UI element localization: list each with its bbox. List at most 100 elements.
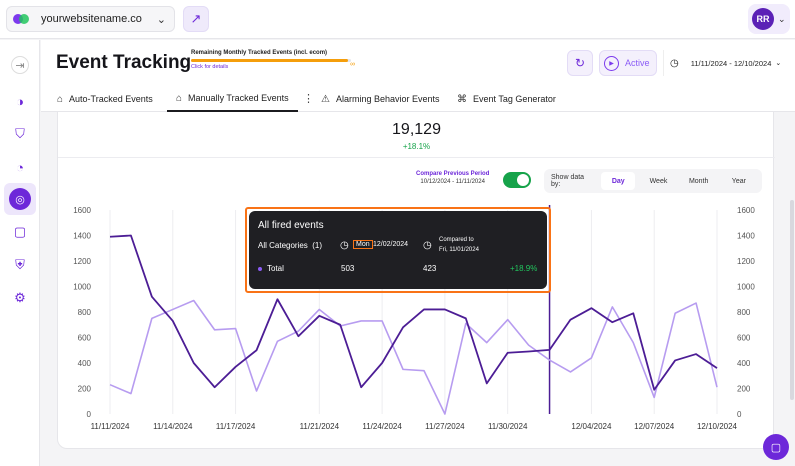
y-tick-label-left: 1400 [73,232,91,241]
tooltip-compared-label: Compared to [439,237,474,243]
bag-icon: ⛉ [15,126,25,141]
gear-icon: ⚙ [14,290,26,305]
clock-icon: ◷ [340,240,349,251]
tooltip-date: 12/02/2024 [373,241,409,248]
active-status-button[interactable]: ▶ Active [599,50,657,76]
site-logo-icon [13,13,33,25]
tab-label: Auto-Tracked Events [69,94,153,104]
more-options-icon[interactable]: ⋮ [303,93,314,105]
show-data-label: Show data by: [551,174,585,188]
y-tick-label-right: 1200 [737,257,755,266]
y-tick-label-right: 1400 [737,232,755,241]
quota-value: ∞ [350,61,355,68]
divider [58,157,775,158]
collapse-icon: ⇥ [15,59,25,72]
y-tick-label-left: 1600 [73,206,91,215]
sidebar-item-dashboard[interactable]: ◑ [6,87,34,115]
total-events-change: +18.1% [402,142,431,151]
avatar: RR [752,8,774,30]
quota-progress-bar [191,59,351,62]
quota-details-link[interactable]: Click for details [191,64,229,70]
tooltip-series-name: Total [267,264,284,273]
tooltip-compared-date: Fri, 11/01/2024 [439,247,479,253]
x-tick-label: 11/21/2024 [300,422,340,431]
active-label: Active [625,58,650,68]
tab-auto-tracked-events[interactable]: ⌂ Auto-Tracked Events [57,86,153,112]
tooltip-change: +18.9% [510,264,538,273]
sidebar: ⇥ ◑ ⛉ ◔ ◎ ▢ ⛨ ⚙ [0,40,40,466]
x-tick-label: 12/10/2024 [697,422,738,431]
sidebar-item-settings[interactable]: ⚙ [6,284,34,312]
period-week-button[interactable]: Week [649,177,668,185]
y-tick-label-right: 1000 [737,283,755,292]
sidebar-item-analytics[interactable]: ◔ [6,153,34,181]
sidebar-item-feedback[interactable]: ▢ [6,218,34,246]
top-bar: yourwebsitename.co ⌄ ↗ RR ⌄ [0,0,795,39]
show-data-by: Show data by: Day Week Month Year [544,169,762,193]
x-tick-label: 12/07/2024 [634,422,675,431]
series-line-current [109,234,718,391]
x-tick-label: 11/17/2024 [216,422,256,431]
sidebar-item-event-tracking[interactable]: ◎ [4,183,36,215]
y-tick-label-left: 600 [78,334,92,343]
y-tick-label-right: 400 [737,359,751,368]
total-events-value: 19,129 [392,121,441,138]
external-link-button[interactable]: ↗ [183,6,209,32]
x-tick-label: 11/27/2024 [425,422,465,431]
tag-generator-icon: ⌘ [457,93,467,105]
y-tick-label-right: 800 [737,308,751,317]
sidebar-collapse-button[interactable]: ⇥ [11,56,29,74]
tooltip-day: Mon [353,240,373,249]
y-tick-label-left: 800 [78,308,92,317]
tooltip-category: All Categories (1) [258,241,323,250]
target-icon: ◎ [9,188,31,210]
period-month-button[interactable]: Month [688,177,709,185]
y-tick-label-right: 600 [737,334,751,343]
refresh-icon: ↻ [574,56,586,70]
x-tick-label: 11/30/2024 [488,422,528,431]
tooltip-previous-value: 423 [423,264,437,273]
series-line-previous [109,299,718,415]
compare-dates: 10/12/2024 - 11/11/2024 [420,179,485,185]
x-tick-label: 11/14/2024 [153,422,193,431]
tab-event-tag-generator[interactable]: ⌘ Event Tag Generator [457,86,556,112]
chat-button[interactable]: ▢ [763,434,789,460]
tab-bar: ⌂ Auto-Tracked Events ⌂ Manually Tracked… [41,86,795,112]
site-selector[interactable]: yourwebsitename.co ⌄ [6,6,175,32]
sidebar-item-security[interactable]: ⛨ [6,251,34,279]
clock-icon: ◷ [670,57,679,69]
tracked-events-quota[interactable]: Remaining Monthly Tracked Events (incl. … [191,50,355,70]
quota-label: Remaining Monthly Tracked Events (incl. … [191,50,328,56]
compare-label: Compare Previous Period [416,171,490,177]
quota-progress-fill [191,59,348,62]
date-range-picker[interactable]: ◷ 11/11/2024 - 12/10/2024 ⌄ [663,50,788,76]
scrollbar[interactable] [790,200,794,400]
signal-icon: ◔ [16,159,24,175]
date-range-value: 11/11/2024 - 12/10/2024 [690,58,772,68]
chart-tooltip: All fired events All Categories (1) ◷ Mo… [249,211,547,289]
y-tick-label-left: 0 [87,410,92,419]
x-tick-label: 12/04/2024 [571,422,612,431]
tag-icon: ⌂ [57,93,64,105]
series-dot [258,267,262,271]
period-day-button[interactable]: Day [601,172,636,190]
tab-label: Manually Tracked Events [188,93,289,103]
x-tick-label: 11/11/2024 [91,422,130,431]
refresh-button[interactable]: ↻ [567,50,593,76]
period-year-button[interactable]: Year [731,177,746,185]
play-icon: ▶ [604,55,619,71]
tooltip-title: All fired events [258,220,324,231]
shield-icon: ⛨ [15,257,25,272]
sidebar-item-ecommerce[interactable]: ⛉ [6,120,34,148]
tooltip-current-value: 503 [341,264,355,273]
compare-toggle[interactable] [503,172,531,188]
tab-alarming-behavior-events[interactable]: ⚠ Alarming Behavior Events [321,86,440,112]
tab-manually-tracked-events[interactable]: ⌂ Manually Tracked Events [167,86,298,112]
user-menu[interactable]: RR ⌄ [748,4,790,34]
y-tick-label-right: 200 [737,385,751,394]
pie-chart-icon: ◑ [16,93,24,109]
chevron-down-icon: ⌄ [778,13,786,24]
tag-icon: ⌂ [176,92,183,104]
tab-label: Event Tag Generator [473,94,556,104]
tooltip-highlight-frame [245,207,551,293]
